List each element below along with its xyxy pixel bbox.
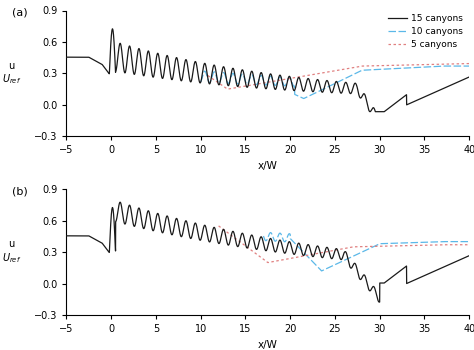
Y-axis label: u
$U_{ref}$: u $U_{ref}$: [2, 61, 21, 86]
15 canyons: [117, 200, 123, 204]
5 canyons: [218, 83, 224, 87]
15 canyons: [373, 110, 378, 114]
15 canyons: [459, 257, 465, 261]
10 canyons: [415, 240, 421, 245]
Text: (a): (a): [12, 8, 27, 18]
15 canyons: [109, 205, 115, 210]
10 canyons: [236, 81, 241, 85]
X-axis label: x/W: x/W: [258, 340, 278, 350]
15 canyons: [64, 234, 69, 238]
15 canyons: [64, 55, 69, 59]
Text: (b): (b): [12, 187, 27, 197]
5 canyons: [415, 243, 421, 247]
5 canyons: [218, 225, 224, 230]
Line: 5 canyons: 5 canyons: [208, 64, 469, 89]
5 canyons: [466, 62, 472, 66]
15 canyons: [466, 253, 472, 258]
15 canyons: [134, 217, 139, 221]
Line: 15 canyons: 15 canyons: [66, 202, 469, 302]
10 canyons: [466, 239, 472, 244]
Legend: 15 canyons, 10 canyons, 5 canyons: 15 canyons, 10 canyons, 5 canyons: [386, 13, 465, 51]
10 canyons: [415, 65, 421, 69]
15 canyons: [134, 62, 139, 66]
X-axis label: x/W: x/W: [258, 161, 278, 171]
5 canyons: [466, 243, 472, 247]
Line: 5 canyons: 5 canyons: [219, 226, 469, 262]
15 canyons: [236, 244, 241, 248]
15 canyons: [459, 78, 465, 83]
15 canyons: [236, 83, 241, 88]
15 canyons: [466, 75, 472, 79]
5 canyons: [458, 243, 464, 247]
15 canyons: [415, 98, 421, 102]
5 canyons: [236, 238, 241, 243]
10 canyons: [458, 64, 464, 68]
10 canyons: [466, 64, 472, 68]
Line: 10 canyons: 10 canyons: [264, 233, 469, 271]
5 canyons: [458, 62, 464, 66]
15 canyons: [218, 236, 224, 240]
15 canyons: [376, 300, 382, 304]
10 canyons: [458, 239, 464, 244]
15 canyons: [109, 27, 115, 31]
Y-axis label: u
$U_{ref}$: u $U_{ref}$: [2, 239, 21, 265]
Line: 10 canyons: 10 canyons: [201, 66, 469, 99]
15 canyons: [218, 75, 224, 79]
15 canyons: [415, 276, 421, 280]
5 canyons: [236, 85, 241, 89]
5 canyons: [415, 63, 421, 67]
15 canyons: [109, 27, 115, 31]
Line: 15 canyons: 15 canyons: [66, 29, 469, 112]
10 canyons: [218, 77, 224, 81]
